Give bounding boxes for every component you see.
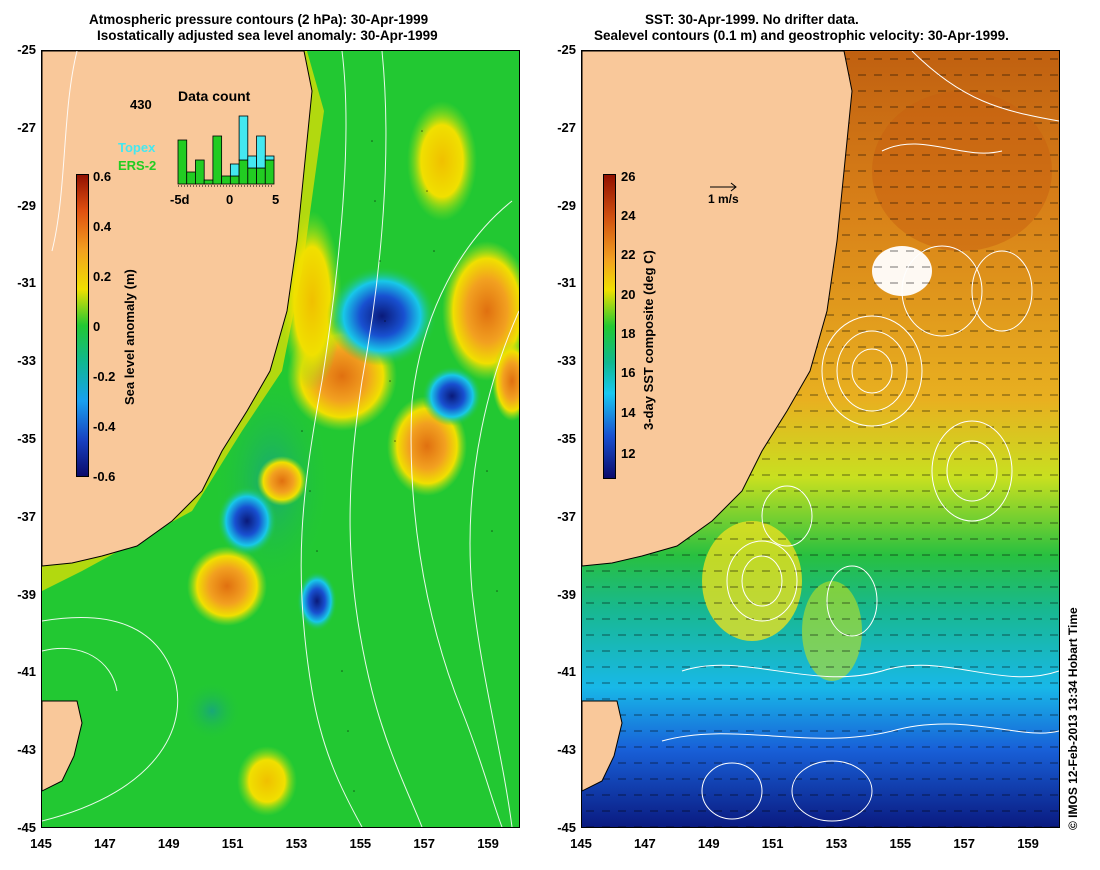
right-ytick-5: -35 [557,431,576,446]
right-cb-tick-0: 26 [621,169,636,184]
right-cb-tick-6: 14 [621,405,636,420]
ers2-bar [238,159,249,185]
ers2-bar [229,175,240,185]
topex-bar [238,115,249,161]
right-cb-tick-3: 20 [621,287,636,302]
right-cb-tick-5: 16 [621,365,636,380]
right-xtick-7: 159 [1017,836,1039,851]
data-count-xtick-0: -5d [170,192,190,207]
right-xtick-6: 157 [953,836,976,851]
left-cb-tick-2: 0.2 [93,269,112,284]
left-cb-tick-4: -0.2 [93,369,116,384]
left-xtick-4: 153 [285,836,308,851]
left-title-line2: Isostatically adjusted sea level anomaly… [97,28,438,43]
right-cb-tick-7: 12 [621,446,636,461]
right-title-line2: Sealevel contours (0.1 m) and geostrophi… [594,28,1009,43]
data-count-xtick-2: 5 [272,192,280,207]
right-xtick-5: 155 [889,836,912,851]
ers2-bar [177,139,188,185]
ers2-bar [203,179,214,185]
left-xtick-0: 145 [30,836,52,851]
left-xtick-7: 159 [477,836,499,851]
right-ytick-9: -43 [557,742,576,758]
right-ytick-3: -31 [557,275,576,291]
topex-bar [247,155,257,169]
sst-colorbar [603,174,616,479]
left-cb-tick-0: 0.6 [93,169,112,184]
ers2-bar [212,135,223,185]
velocity-scale-label: 1 m/s [708,192,739,206]
credit-text: © IMOS 12-Feb-2013 13:34 Hobart Time [1066,607,1080,830]
topex-bar [256,135,266,169]
left-ytick-8: -41 [17,664,36,680]
right-xtick-4: 153 [825,836,848,851]
left-ytick-7: -39 [17,586,36,602]
topex-bar [229,163,240,177]
ers2-bar [221,175,231,185]
data-count-max: 430 [130,97,152,112]
right-ytick-0: -25 [557,42,576,57]
left-ytick-5: -35 [17,431,36,446]
right-xtick-2: 149 [697,836,720,851]
right-map [581,50,1060,828]
left-xtick-3: 151 [221,836,244,851]
topex-bar [264,155,275,161]
left-ytick-4: -33 [17,353,36,369]
data-count-title: Data count [178,88,251,104]
right-ytick-4: -33 [557,353,576,369]
right-ytick-8: -41 [557,664,576,680]
sea-level-colorbar [76,174,89,477]
right-ytick-6: -37 [557,508,576,524]
left-cb-tick-3: 0 [93,319,101,334]
data-count-histogram [177,115,275,187]
left-xtick-6: 157 [413,836,436,851]
ers2-bar [256,167,266,185]
ers2-bar [186,171,196,185]
left-title-line1: Atmospheric pressure contours (2 hPa): 3… [89,12,429,27]
left-colorbar-label: Sea level anomaly (m) [122,269,137,405]
right-xtick-3: 151 [761,836,784,851]
right-ytick-1: -27 [557,119,576,135]
left-map [41,50,520,828]
right-cb-tick-2: 22 [621,247,636,262]
left-ytick-10: -45 [17,820,36,835]
left-cb-tick-5: -0.4 [93,419,116,434]
left-cb-tick-1: 0.4 [93,219,112,234]
right-colorbar-label: 3-day SST composite (deg C) [641,250,656,430]
right-ytick-10: -45 [557,820,576,835]
right-ytick-2: -29 [557,197,576,213]
ers2-bar [247,167,257,185]
right-xtick-0: 145 [570,836,592,851]
left-xtick-1: 147 [94,836,116,851]
right-cb-tick-1: 24 [621,208,636,223]
legend-topex: Topex [118,140,156,155]
sea-level-anomaly-map [42,51,519,827]
left-xtick-5: 155 [349,836,372,851]
left-ytick-2: -29 [17,197,36,213]
left-xtick-2: 149 [157,836,180,851]
left-ytick-0: -25 [17,42,36,57]
right-title-line1: SST: 30-Apr-1999. No drifter data. [645,12,859,27]
legend-ers2: ERS-2 [118,158,157,173]
right-ytick-7: -39 [557,586,576,602]
right-xtick-1: 147 [634,836,656,851]
ers2-bar [264,159,275,185]
left-ytick-3: -31 [17,275,36,291]
right-cb-tick-4: 18 [621,326,636,341]
sst-map [582,51,1059,827]
data-count-xtick-1: 0 [226,192,234,207]
ers2-bar [195,159,205,185]
left-ytick-1: -27 [17,119,36,135]
left-cb-tick-6: -0.6 [93,469,116,484]
left-ytick-9: -43 [17,742,36,758]
left-ytick-6: -37 [17,508,36,524]
